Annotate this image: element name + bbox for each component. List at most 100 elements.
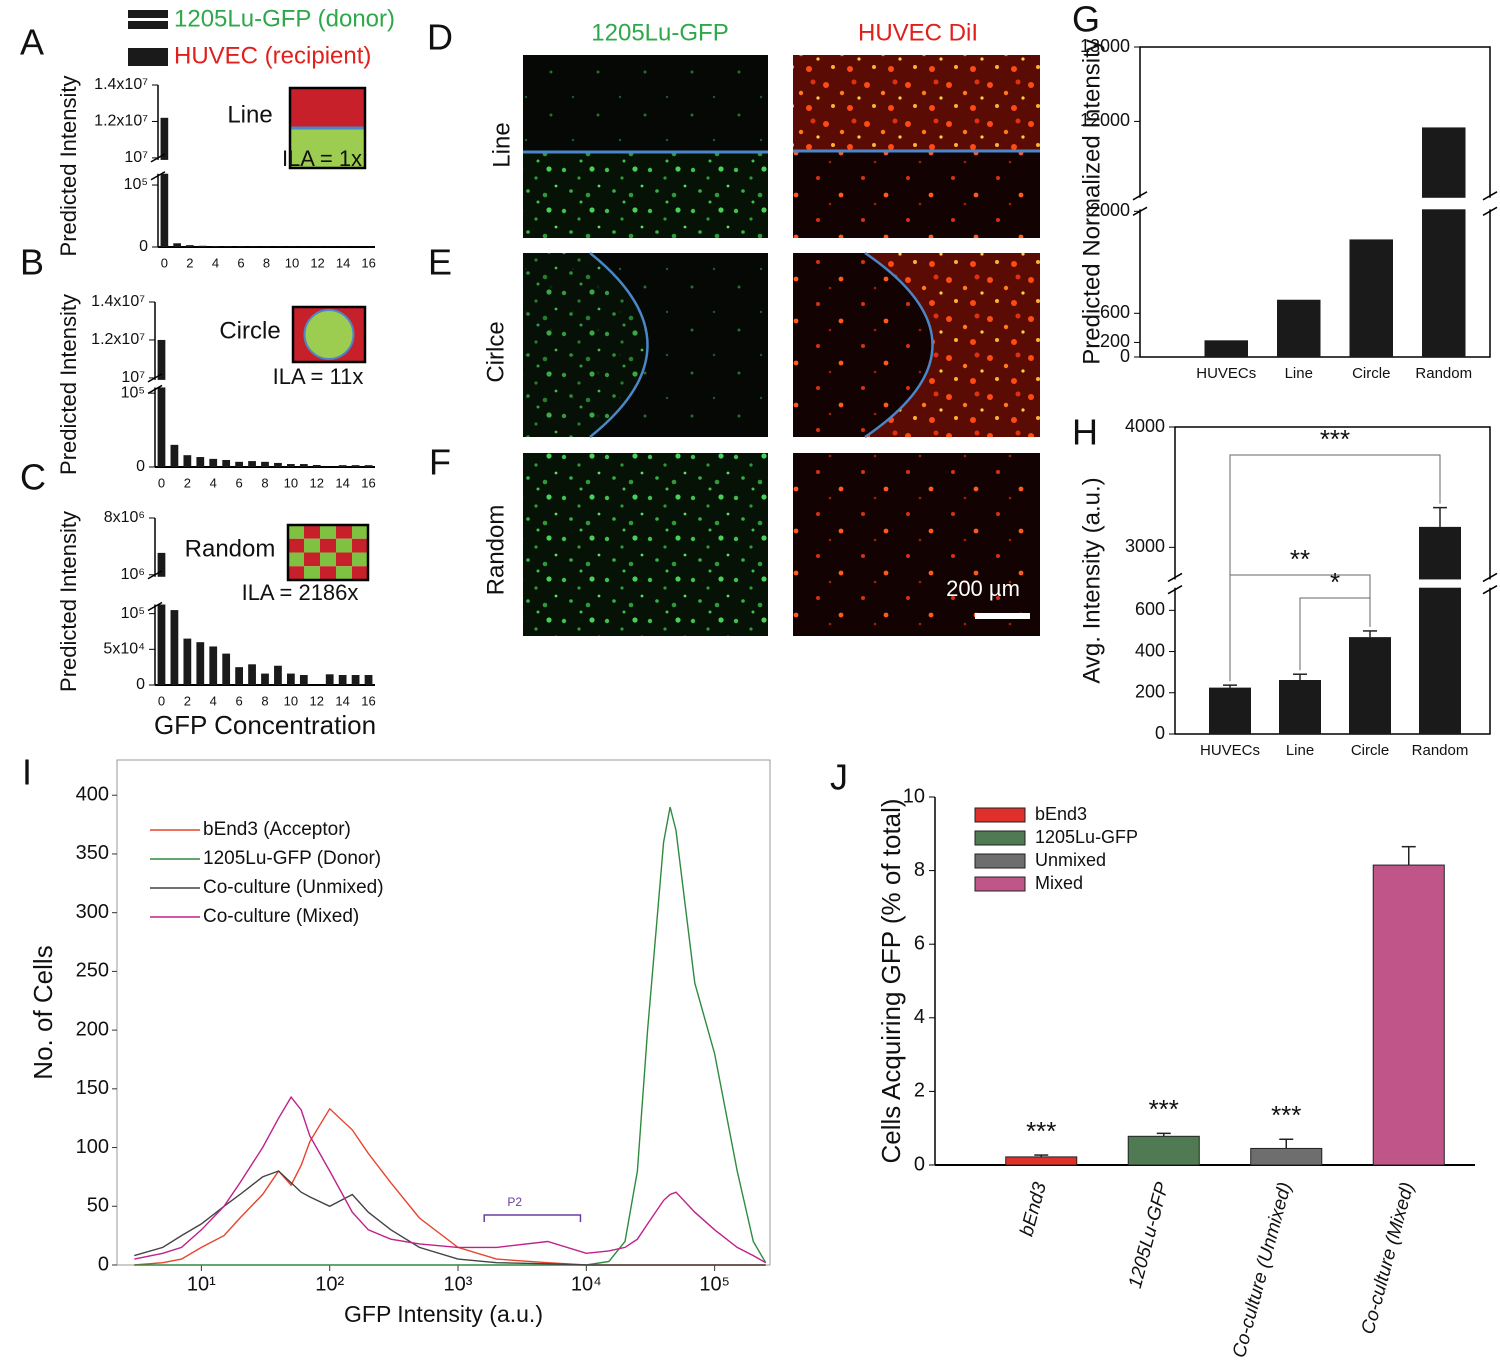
y-tick-label: 200 [1100, 331, 1130, 351]
y-tick-label: 10⁵ [124, 176, 148, 193]
bar [235, 667, 243, 685]
bar [261, 673, 269, 685]
icon-part [304, 525, 320, 539]
panel-label: G [1072, 0, 1100, 40]
y-tick-label: 600 [1100, 302, 1130, 322]
bar [274, 665, 282, 685]
bar [196, 642, 205, 685]
y-tick-label: 0 [136, 676, 145, 693]
x-tick-label: 4 [210, 475, 217, 490]
bar [222, 653, 231, 685]
significance-label: *** [1271, 1100, 1301, 1130]
y-tick-label: 0 [98, 1253, 109, 1275]
y-axis-title: Predicted Intensity [56, 294, 81, 475]
axis-break [147, 384, 163, 395]
x-tick-label: 0 [158, 693, 165, 708]
y-tick-label: 0 [1155, 723, 1165, 743]
x-tick-label: 0 [158, 475, 165, 490]
bar [351, 465, 360, 467]
y-tick-label: 8x10⁶ [104, 509, 145, 526]
bar [1005, 1156, 1078, 1166]
y-tick-label: 10⁵ [121, 384, 145, 401]
axis-break-gap [145, 576, 385, 605]
x-tick-label: 16 [361, 693, 375, 708]
legend-swatch [128, 48, 168, 66]
icon-part [336, 552, 352, 567]
x-tick-label: 12 [310, 255, 324, 270]
y-tick-label: 1.4x10⁷ [94, 76, 148, 93]
bar [364, 675, 373, 685]
micrograph-region [793, 55, 1040, 152]
x-tick-label: 12 [310, 693, 324, 708]
x-tick-label: 10 [284, 693, 298, 708]
icon-part [290, 88, 365, 128]
y-tick-label: 3000 [1125, 536, 1165, 556]
bar [1250, 1147, 1323, 1166]
row-label: Line [488, 122, 515, 167]
x-tick-label: 6 [236, 693, 243, 708]
boundary-arc [864, 251, 934, 439]
y-tick-label: 1.2x10⁷ [94, 113, 148, 130]
x-tick-label: 10 [285, 255, 299, 270]
bar [186, 245, 194, 247]
y-tick-label: 250 [76, 960, 109, 982]
y-tick-label: 1.2x10⁷ [91, 331, 145, 348]
icon-part [320, 566, 336, 580]
panel-label: F [429, 442, 451, 483]
bar [1204, 340, 1248, 357]
gate-label: P2 [507, 1195, 522, 1209]
panel-label: I [22, 752, 32, 793]
pattern-icon [291, 305, 367, 364]
legend-label: Co-culture (Mixed) [203, 906, 359, 927]
icon-part [352, 552, 368, 567]
y-tick-label: 4 [914, 1006, 925, 1028]
y-tick-label: 150 [76, 1077, 109, 1099]
bar [170, 610, 179, 685]
icon-part [320, 525, 336, 539]
bar [170, 444, 179, 467]
legend-label: 1205Lu-GFP (donor) [174, 5, 395, 32]
x-tick-label: 8 [261, 475, 268, 490]
micrograph [523, 453, 768, 636]
panel-label: A [20, 22, 44, 63]
micrograph-region [523, 152, 768, 238]
bar [287, 464, 295, 467]
x-tick-label: Co-culture (Unmixed) [1229, 1180, 1296, 1360]
axis-break-gap [1130, 197, 1500, 210]
icon-part [352, 566, 368, 580]
x-tick-label: 8 [263, 255, 270, 270]
bar [351, 675, 360, 685]
panel-label: D [427, 17, 453, 58]
axis-break [147, 570, 163, 580]
icon-part [336, 525, 352, 539]
x-tick-label: 10 [284, 475, 298, 490]
micrograph [793, 453, 1040, 636]
y-axis-title: Predicted Intensity [56, 76, 81, 257]
panel-label: H [1072, 412, 1098, 453]
panel-label: J [830, 757, 848, 798]
legend-label: 1205Lu-GFP [1035, 827, 1138, 847]
bar [261, 461, 269, 467]
series-line [134, 1095, 767, 1264]
y-tick-label: 10⁷ [121, 369, 145, 386]
y-tick-label: 10 [903, 785, 925, 807]
icon-part [304, 538, 320, 553]
x-axis-title: GFP Concentration [154, 710, 376, 740]
y-axis-title: Predicted Normalized Intensity [1078, 39, 1105, 364]
legend-label: bEnd3 [1035, 804, 1087, 824]
x-tick-label: 14 [335, 693, 349, 708]
significance-label: *** [1149, 1094, 1179, 1124]
bar [1127, 1135, 1200, 1166]
scale-bar [975, 613, 1030, 619]
x-tick-label: bEnd3 [1016, 1180, 1051, 1239]
x-tick-label: 2 [184, 475, 191, 490]
boundary-arc [589, 252, 649, 438]
significance-label: *** [1320, 424, 1350, 454]
bar [1279, 679, 1321, 734]
y-tick-label: 2000 [1090, 200, 1130, 220]
y-tick-label: 0 [914, 1153, 925, 1175]
inset-name: Random [185, 535, 276, 562]
y-tick-label: 100 [76, 1136, 109, 1158]
gate [483, 1214, 582, 1222]
